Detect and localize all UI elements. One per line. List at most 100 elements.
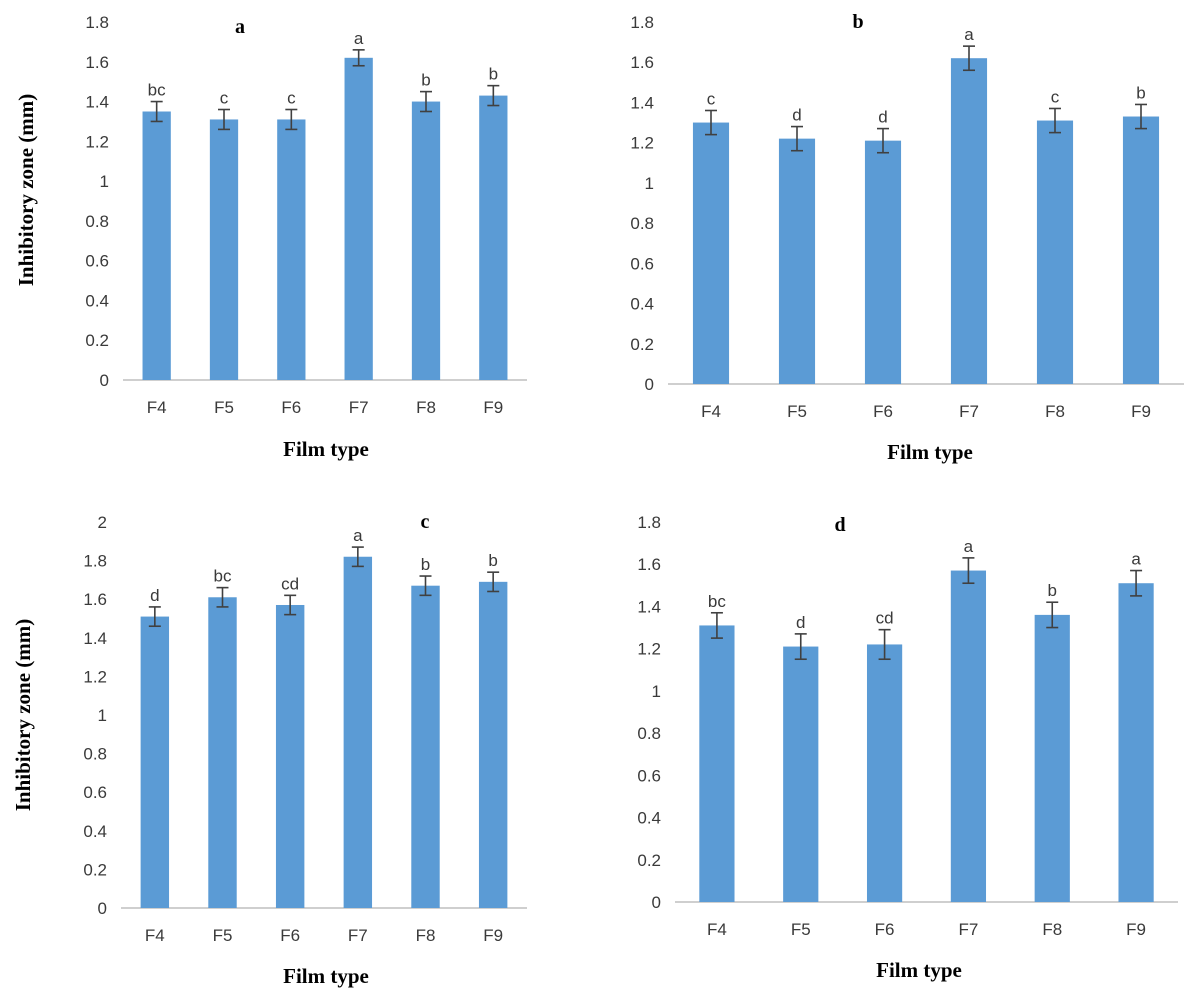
bar: [479, 95, 508, 380]
y-tick-label: 0: [98, 899, 107, 918]
y-tick-label: 1.8: [630, 13, 654, 32]
x-tick-label: F8: [1045, 402, 1065, 421]
bar: [208, 597, 237, 908]
x-tick-label: F6: [873, 402, 893, 421]
bar: [209, 119, 239, 380]
panel-title: c: [421, 511, 430, 533]
bar: [344, 57, 373, 381]
x-tick-label: F5: [787, 402, 807, 421]
bar: [778, 138, 816, 384]
y-tick-label: 1.6: [637, 555, 661, 574]
y-tick-label: 1.8: [83, 552, 107, 571]
bar: [275, 604, 305, 908]
x-tick-label: F4: [707, 920, 727, 939]
x-tick-label: F7: [349, 398, 369, 417]
bar: [411, 585, 440, 908]
significance-label: b: [1048, 581, 1057, 600]
y-tick-label: 1: [100, 172, 109, 191]
bar: [277, 119, 306, 380]
bar: [1122, 116, 1160, 385]
y-tick-label: 1: [98, 706, 107, 725]
panel-title: d: [834, 514, 845, 536]
bar: [1036, 120, 1074, 385]
x-axis-title: Film type: [876, 958, 962, 982]
panel-a: 0 0.2 0.4 0.6 0.8 1 1.2 1.4 1.6 1.8 bc F4 c F5 c F6 a F7 b…: [14, 13, 527, 461]
significance-label: bc: [148, 81, 166, 100]
x-tick-label: F6: [280, 926, 300, 945]
y-tick-label: 1.4: [83, 629, 107, 648]
x-tick-label: F4: [701, 402, 721, 421]
y-tick-label: 0.4: [85, 291, 109, 310]
significance-label: c: [220, 89, 229, 108]
significance-label: a: [1131, 550, 1141, 569]
y-tick-label: 1: [645, 174, 654, 193]
significance-label: c: [287, 89, 296, 108]
bar: [142, 111, 171, 380]
significance-label: a: [964, 537, 974, 556]
bar: [864, 140, 902, 384]
bar: [699, 625, 735, 902]
y-tick-label: 0.4: [83, 822, 107, 841]
significance-label: a: [964, 25, 974, 44]
x-tick-label: F8: [416, 398, 436, 417]
y-tick-label: 0.6: [637, 766, 661, 785]
panel-c: 00.20.40.60.811.21.41.61.82dF4bcF5cdF6aF…: [11, 511, 527, 988]
significance-label: bc: [708, 592, 726, 611]
bar: [140, 616, 170, 908]
x-tick-label: F4: [145, 926, 165, 945]
x-tick-label: F8: [416, 926, 436, 945]
y-tick-label: 1.2: [637, 640, 661, 659]
bar: [950, 570, 987, 902]
significance-label: cd: [281, 574, 299, 593]
x-tick-label: F5: [213, 926, 233, 945]
x-tick-label: F9: [483, 398, 503, 417]
y-tick-label: 1: [652, 682, 661, 701]
y-tick-label: 0.8: [85, 212, 109, 231]
significance-label: c: [1051, 87, 1060, 106]
x-tick-label: F4: [147, 398, 167, 417]
panel-d: 0 0.2 0.4 0.6 0.8 1 1.2 1.4 1.6 1.8 bc F4 d F5 cd F6 a F7…: [637, 513, 1178, 982]
bar: [692, 122, 730, 385]
y-tick-label: 0.6: [85, 252, 109, 271]
y-tick-label: 1.8: [85, 13, 109, 32]
y-axis-title: Inhibitory zone (mm): [11, 619, 35, 812]
y-tick-label: 0: [645, 375, 654, 394]
significance-label: d: [150, 586, 159, 605]
y-tick-label: 0.6: [83, 783, 107, 802]
significance-label: b: [421, 555, 430, 574]
y-tick-label: 1.4: [637, 597, 661, 616]
significance-label: d: [878, 108, 887, 127]
x-tick-label: F9: [1131, 402, 1151, 421]
bar: [866, 644, 903, 902]
significance-label: bc: [214, 567, 232, 586]
x-axis-title: Film type: [283, 437, 369, 461]
significance-label: b: [488, 551, 497, 570]
y-tick-label: 1.6: [83, 590, 107, 609]
panel-title: a: [235, 16, 245, 38]
x-axis-title: Film type: [887, 440, 973, 464]
y-tick-label: 0: [652, 893, 661, 912]
bar: [411, 101, 441, 381]
y-tick-label: 1.4: [85, 93, 109, 112]
y-tick-label: 1.2: [630, 134, 654, 153]
x-tick-label: F7: [958, 920, 978, 939]
x-tick-label: F5: [791, 920, 811, 939]
y-tick-label: 1.2: [83, 667, 107, 686]
x-tick-label: F9: [1126, 920, 1146, 939]
significance-label: b: [421, 71, 430, 90]
y-tick-label: 0.4: [637, 809, 661, 828]
y-tick-label: 0.8: [630, 214, 654, 233]
y-tick-label: 1.2: [85, 132, 109, 151]
x-tick-label: F8: [1042, 920, 1062, 939]
y-tick-label: 0.2: [83, 860, 107, 879]
bar: [1034, 614, 1070, 902]
y-tick-label: 0.2: [630, 335, 654, 354]
y-tick-label: 0.6: [630, 254, 654, 273]
significance-label: b: [1136, 83, 1145, 102]
bar: [1118, 583, 1154, 902]
y-axis-title: Inhibitory zone (mm): [14, 94, 38, 287]
y-tick-label: 1.6: [630, 53, 654, 72]
y-tick-label: 0.4: [630, 295, 654, 314]
panel-title: b: [852, 11, 863, 33]
